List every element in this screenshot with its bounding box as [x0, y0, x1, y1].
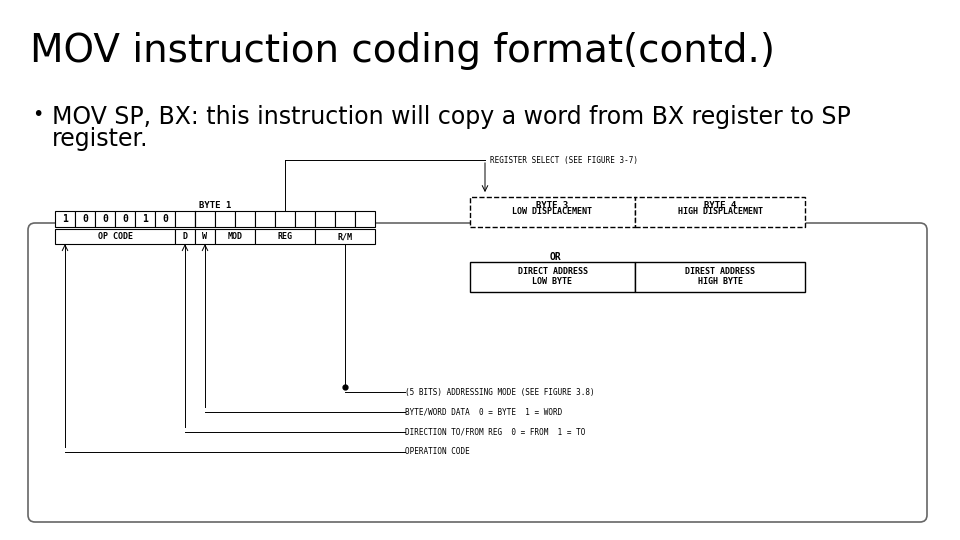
Bar — [235, 211, 255, 227]
Text: OR: OR — [549, 252, 561, 262]
Bar — [470, 262, 635, 292]
Bar — [315, 229, 375, 244]
Text: LOW BYTE: LOW BYTE — [533, 278, 572, 287]
Text: DIRECT ADDRESS: DIRECT ADDRESS — [517, 267, 588, 276]
Text: W: W — [203, 232, 207, 241]
Text: 1: 1 — [62, 214, 68, 224]
Text: BYTE 1: BYTE 1 — [199, 201, 231, 210]
FancyBboxPatch shape — [28, 223, 927, 522]
Text: 0: 0 — [102, 214, 108, 224]
Bar — [95, 211, 115, 227]
Bar — [255, 211, 275, 227]
Text: MOV SP, BX: this instruction will copy a word from BX register to SP: MOV SP, BX: this instruction will copy a… — [52, 105, 851, 129]
Text: register.: register. — [52, 127, 149, 151]
Text: OPERATION CODE: OPERATION CODE — [405, 448, 469, 456]
Bar — [135, 211, 155, 227]
Text: DIREST ADDRESS: DIREST ADDRESS — [685, 267, 755, 276]
Bar — [275, 211, 295, 227]
Text: 0: 0 — [82, 214, 88, 224]
Text: •: • — [32, 105, 43, 124]
Text: LOW DISPLACEMENT: LOW DISPLACEMENT — [513, 207, 592, 217]
Bar — [55, 229, 175, 244]
Bar — [195, 211, 215, 227]
Bar — [175, 211, 195, 227]
Text: HIGH DISPLACEMENT: HIGH DISPLACEMENT — [678, 207, 762, 217]
Text: 0: 0 — [162, 214, 168, 224]
Bar — [75, 211, 95, 227]
Bar — [215, 229, 255, 244]
Bar — [295, 211, 315, 227]
Text: MOD: MOD — [228, 232, 243, 241]
Text: 1: 1 — [142, 214, 148, 224]
Text: HIGH BYTE: HIGH BYTE — [698, 278, 742, 287]
Bar — [155, 211, 175, 227]
Bar — [215, 211, 235, 227]
Text: BYTE/WORD DATA  0 = BYTE  1 = WORD: BYTE/WORD DATA 0 = BYTE 1 = WORD — [405, 408, 563, 416]
Text: R/M: R/M — [338, 232, 352, 241]
Bar — [315, 211, 335, 227]
Bar — [255, 229, 315, 244]
Bar — [470, 197, 635, 227]
Text: BYTE 4: BYTE 4 — [704, 201, 736, 210]
Text: REGISTER SELECT (SEE FIGURE 3-7): REGISTER SELECT (SEE FIGURE 3-7) — [490, 156, 638, 165]
Text: 0: 0 — [122, 214, 128, 224]
Text: D: D — [182, 232, 187, 241]
Bar — [55, 211, 75, 227]
Bar — [355, 211, 375, 227]
Text: MOV instruction coding format(contd.): MOV instruction coding format(contd.) — [30, 32, 775, 70]
Bar — [115, 211, 135, 227]
Bar — [195, 229, 215, 244]
Text: BYTE 3: BYTE 3 — [537, 201, 568, 210]
Bar — [635, 262, 805, 292]
Bar — [175, 229, 195, 244]
Text: DIRECTION TO/FROM REG  0 = FROM  1 = TO: DIRECTION TO/FROM REG 0 = FROM 1 = TO — [405, 428, 586, 436]
Bar — [635, 197, 805, 227]
Text: (5 BITS) ADDRESSING MODE (SEE FIGURE 3.8): (5 BITS) ADDRESSING MODE (SEE FIGURE 3.8… — [405, 388, 594, 396]
Text: REG: REG — [277, 232, 293, 241]
Text: OP CODE: OP CODE — [98, 232, 132, 241]
Bar — [335, 211, 355, 227]
